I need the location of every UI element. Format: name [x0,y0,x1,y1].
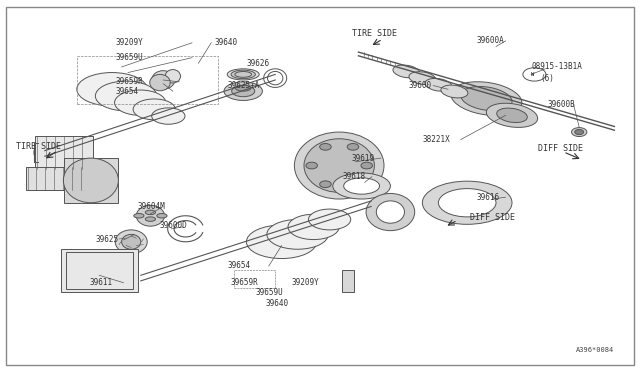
Ellipse shape [409,72,436,84]
Ellipse shape [227,69,259,80]
Ellipse shape [268,71,283,85]
Ellipse shape [361,162,372,169]
Ellipse shape [246,225,317,259]
Ellipse shape [115,90,166,115]
Ellipse shape [366,193,415,231]
Ellipse shape [441,85,468,98]
Ellipse shape [461,87,512,110]
Text: 39604M: 39604M [138,202,165,211]
Bar [35,136,93,169]
Bar [342,270,354,292]
Ellipse shape [304,139,374,192]
Text: 38221X: 38221X [422,135,450,144]
Ellipse shape [306,162,317,169]
Ellipse shape [115,230,147,254]
Text: 39659R: 39659R [230,278,258,287]
Ellipse shape [333,173,390,199]
Ellipse shape [165,70,180,83]
Text: 39659U: 39659U [115,53,143,62]
Text: 39659U: 39659U [256,288,284,296]
Text: W: W [531,72,534,77]
Bar [66,252,133,289]
Ellipse shape [145,217,156,221]
Ellipse shape [152,108,185,124]
Ellipse shape [235,71,252,77]
Ellipse shape [572,128,587,137]
Text: 39625+A: 39625+A [227,81,260,90]
Ellipse shape [575,129,584,135]
Text: 39600D: 39600D [160,221,188,230]
Text: 39654: 39654 [227,262,250,270]
Ellipse shape [34,143,49,162]
Ellipse shape [150,74,170,91]
Ellipse shape [344,178,380,194]
Bar [234,270,275,288]
Text: 39640: 39640 [266,299,289,308]
Text: DIFF SIDE: DIFF SIDE [538,144,582,153]
Ellipse shape [122,234,141,249]
Ellipse shape [157,214,167,218]
Ellipse shape [232,86,255,97]
Ellipse shape [497,108,527,122]
Ellipse shape [422,181,512,224]
Ellipse shape [347,144,358,150]
Ellipse shape [347,181,358,187]
Ellipse shape [236,85,251,91]
Text: 39600B: 39600B [547,100,575,109]
Bar [64,158,118,203]
Ellipse shape [95,81,157,111]
Text: 39640: 39640 [214,38,237,47]
Ellipse shape [267,219,328,249]
Ellipse shape [451,82,522,115]
Ellipse shape [376,201,404,223]
Ellipse shape [438,189,496,217]
Ellipse shape [308,209,351,230]
Ellipse shape [320,144,332,150]
Text: TIRE SIDE: TIRE SIDE [352,29,397,38]
Ellipse shape [486,103,538,127]
Bar [77,56,218,104]
Text: 39654: 39654 [115,87,138,96]
Ellipse shape [288,214,339,240]
Text: 39600: 39600 [408,81,431,90]
Ellipse shape [145,210,156,215]
Text: TIRE SIDE: TIRE SIDE [16,142,61,151]
Text: 39611: 39611 [90,278,113,287]
Bar [26,167,96,190]
Text: 39626: 39626 [246,59,269,68]
Text: 39618: 39618 [342,172,365,181]
Text: 39600A: 39600A [477,36,504,45]
Text: 39619: 39619 [352,154,375,163]
Ellipse shape [319,181,332,187]
Text: 08915-13B1A: 08915-13B1A [531,62,582,71]
Ellipse shape [63,158,118,203]
Text: A396*0084: A396*0084 [576,347,614,353]
Text: 39616: 39616 [477,193,500,202]
Ellipse shape [393,65,420,78]
Ellipse shape [425,78,452,91]
Bar [61,249,138,292]
Text: DIFF SIDE: DIFF SIDE [470,213,515,222]
Ellipse shape [136,205,164,226]
Text: 39209Y: 39209Y [291,278,319,287]
Ellipse shape [224,82,262,100]
Ellipse shape [134,214,144,218]
Text: 39209Y: 39209Y [115,38,143,47]
Ellipse shape [77,73,147,106]
Text: 39625: 39625 [96,235,119,244]
Ellipse shape [231,70,255,78]
Text: 39659R: 39659R [115,77,143,86]
Ellipse shape [133,99,175,120]
Ellipse shape [152,71,175,89]
Ellipse shape [294,132,384,199]
Text: (6): (6) [541,74,555,83]
